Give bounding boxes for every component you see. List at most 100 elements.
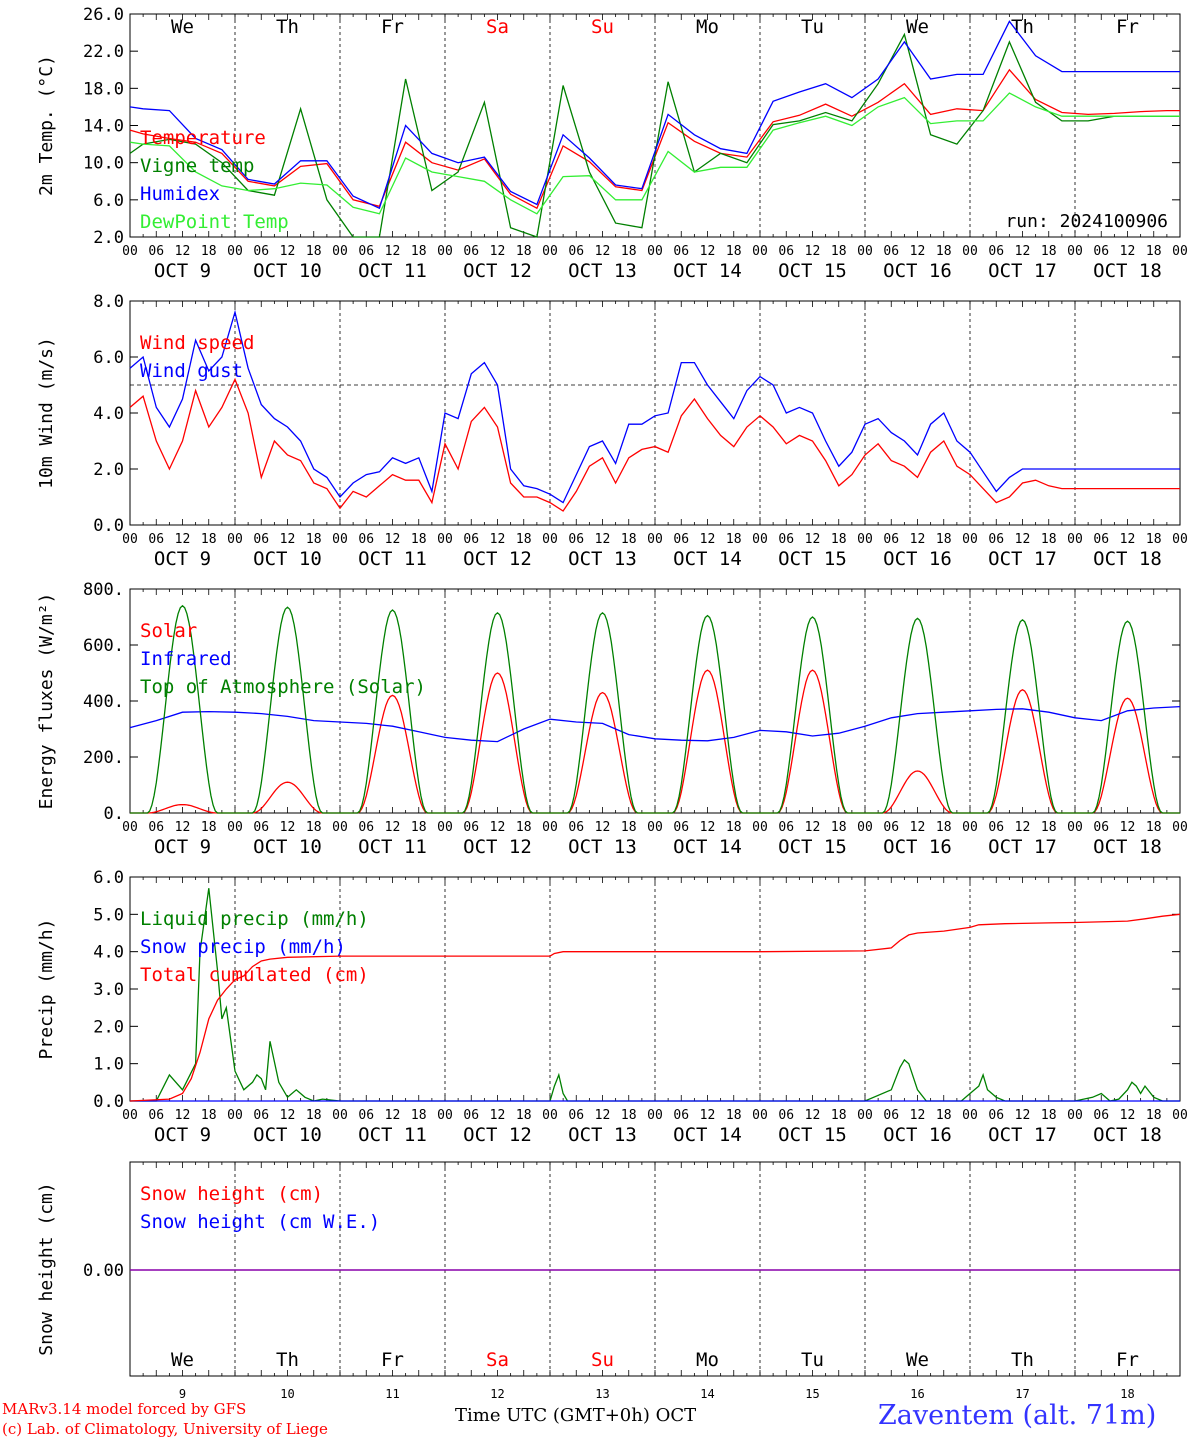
weekday-label: Sa [486,16,509,38]
hour-tick-label: 18 [516,820,532,835]
hour-tick-label: 00 [752,532,768,547]
hour-tick-label: 00 [857,820,873,835]
date-label: OCT 17 [988,548,1057,570]
day-number-label: 11 [385,1387,399,1401]
hour-tick-label: 18 [1041,244,1057,259]
y-tick-label: 800. [83,580,124,600]
hour-tick-label: 18 [306,532,322,547]
day-number-label: 14 [700,1387,714,1401]
hour-tick-label: 18 [306,820,322,835]
hour-tick-label: 12 [805,532,821,547]
weekday-label: Fr [381,1349,404,1371]
hour-tick-label: 06 [253,820,269,835]
hour-tick-label: 06 [988,820,1004,835]
date-label: OCT 10 [253,836,322,858]
hour-tick-label: 06 [253,244,269,259]
legend-entry: Wind gust [140,360,243,382]
hour-tick-label: 06 [568,244,584,259]
hour-tick-label: 06 [883,820,899,835]
hour-tick-label: 12 [595,532,611,547]
hour-tick-label: 18 [936,1108,952,1123]
hour-tick-label: 06 [358,244,374,259]
legend-entry: Snow precip (mm/h) [140,936,346,958]
hour-tick-label: 12 [1120,820,1136,835]
weekday-label: Tu [801,16,824,38]
y-tick-label: 1.0 [93,1055,124,1075]
hour-tick-label: 06 [673,1108,689,1123]
y-tick-label: 3.0 [93,980,124,1000]
hour-tick-label: 00 [1172,1108,1188,1123]
series-line-vigne-temp [129,32,1180,238]
hour-tick-label: 06 [253,1108,269,1123]
y-tick-label: 2.0 [93,228,124,248]
hour-tick-label: 12 [805,244,821,259]
hour-tick-label: 18 [201,820,217,835]
hour-tick-label: 12 [700,1108,716,1123]
date-label: OCT 11 [358,1124,427,1146]
hour-tick-label: 18 [1146,820,1162,835]
run-label: run: 2024100906 [1005,211,1168,232]
hour-tick-label: 12 [280,820,296,835]
hour-tick-label: 06 [988,532,1004,547]
date-label: OCT 13 [568,836,637,858]
hour-tick-label: 18 [516,244,532,259]
y-tick-label: 0.0 [93,1092,124,1112]
hour-tick-label: 12 [910,532,926,547]
date-label: OCT 14 [673,260,742,282]
hour-tick-label: 06 [568,820,584,835]
date-label: OCT 16 [883,260,952,282]
hour-tick-label: 12 [700,820,716,835]
y-tick-label: 6.0 [93,348,124,368]
legend-entry: Vigne temp [140,155,254,177]
hour-tick-label: 06 [1093,244,1109,259]
hour-tick-label: 18 [1146,244,1162,259]
hour-tick-label: 00 [752,820,768,835]
y-tick-label: 0.0 [93,516,124,536]
hour-tick-label: 12 [280,1108,296,1123]
legend-entry: Liquid precip (mm/h) [140,908,369,930]
series-line-wind-speed [129,377,1180,512]
hour-tick-label: 00 [1067,1108,1083,1123]
weekday-label: Tu [801,1349,824,1371]
hour-tick-label: 18 [411,820,427,835]
date-label: OCT 10 [253,548,322,570]
date-label: OCT 15 [778,1124,847,1146]
hour-tick-label: 18 [621,1108,637,1123]
day-number-label: 16 [910,1387,924,1401]
hour-tick-label: 18 [516,532,532,547]
day-number-label: 13 [595,1387,609,1401]
weekday-label: Sa [486,1349,509,1371]
date-label: OCT 10 [253,1124,322,1146]
y-axis-label: Energy fluxes (W/m²) [36,593,57,810]
legend-entry: Temperature [140,127,266,149]
hour-tick-label: 06 [463,1108,479,1123]
weekday-label: We [906,16,929,38]
hour-tick-label: 12 [700,532,716,547]
hour-tick-label: 00 [542,244,558,259]
series-line-infrared [129,705,1181,743]
hour-tick-label: 12 [175,1108,191,1123]
legend-entry: Snow height (cm) [140,1183,323,1205]
hour-tick-label: 18 [831,820,847,835]
hour-tick-label: 18 [621,820,637,835]
date-label: OCT 9 [154,260,211,282]
hour-tick-label: 12 [490,1108,506,1123]
hour-tick-label: 18 [201,244,217,259]
hour-tick-label: 18 [1041,532,1057,547]
hour-tick-label: 00 [332,244,348,259]
hour-tick-label: 00 [122,532,138,547]
series-line-liquid-precip-mm-h- [130,888,1180,1102]
legend-entry: Wind speed [140,332,254,354]
hour-tick-label: 00 [437,244,453,259]
hour-tick-label: 06 [148,532,164,547]
panel-frame-2 [129,588,1181,814]
hour-tick-label: 00 [647,532,663,547]
date-label: OCT 13 [568,1124,637,1146]
date-label: OCT 11 [358,548,427,570]
y-tick-label: 22.0 [83,42,124,62]
weekday-label: We [906,1349,929,1371]
y-tick-label: 6.0 [93,191,124,211]
station-label: Zaventem (alt. 71m) [878,1400,1157,1431]
day-number-label: 15 [805,1387,819,1401]
